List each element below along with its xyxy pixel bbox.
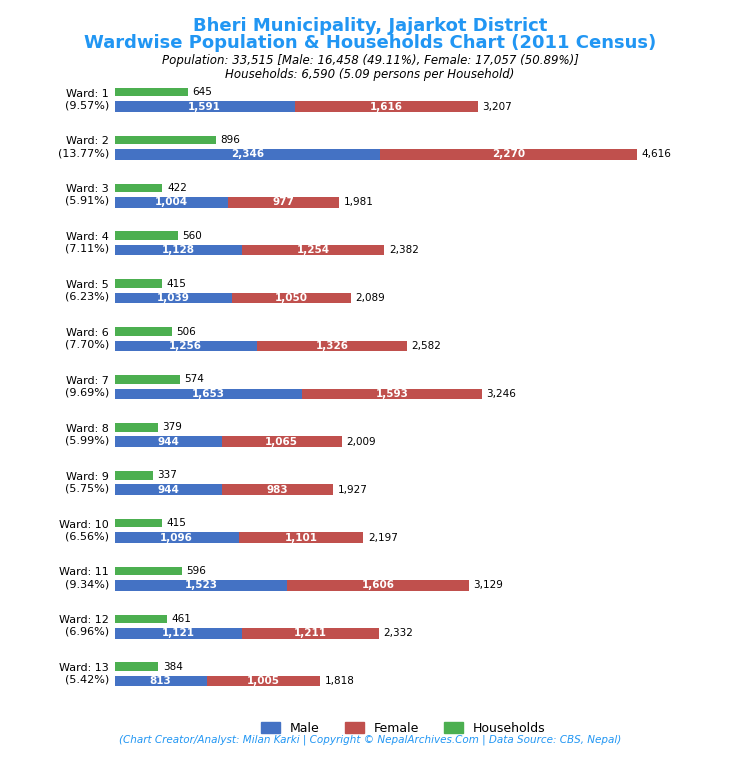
Text: 944: 944: [157, 437, 179, 447]
Text: 1,591: 1,591: [188, 101, 221, 111]
Text: Population: 33,515 [Male: 16,458 (49.11%), Female: 17,057 (50.89%)]: Population: 33,515 [Male: 16,458 (49.11%…: [161, 54, 579, 67]
Text: 461: 461: [172, 614, 191, 624]
Bar: [115, 245, 243, 256]
Bar: [115, 676, 206, 687]
Text: 1,128: 1,128: [162, 245, 195, 255]
Text: 1,653: 1,653: [192, 389, 225, 399]
Text: 3,207: 3,207: [482, 101, 512, 111]
Bar: [115, 663, 158, 671]
Bar: [232, 293, 351, 303]
Text: 3,246: 3,246: [487, 389, 517, 399]
Bar: [302, 389, 482, 399]
Text: 1,065: 1,065: [266, 437, 298, 447]
Bar: [380, 149, 637, 160]
Text: 2,197: 2,197: [368, 532, 398, 542]
Text: Wardwise Population & Households Chart (2011 Census): Wardwise Population & Households Chart (…: [84, 34, 656, 51]
Bar: [115, 231, 178, 240]
Bar: [115, 580, 287, 591]
Text: 596: 596: [186, 566, 206, 576]
Bar: [115, 136, 216, 144]
Bar: [206, 676, 320, 687]
Bar: [115, 532, 239, 543]
Text: 379: 379: [162, 422, 182, 432]
Text: 1,050: 1,050: [275, 293, 308, 303]
Bar: [115, 389, 302, 399]
Text: 1,121: 1,121: [161, 628, 195, 638]
Text: 645: 645: [192, 87, 212, 97]
Text: 422: 422: [167, 183, 187, 193]
Text: 2,582: 2,582: [411, 341, 441, 351]
Bar: [115, 101, 295, 112]
Text: 2,089: 2,089: [356, 293, 386, 303]
Bar: [241, 628, 379, 638]
Bar: [115, 485, 221, 495]
Legend: Male, Female, Households: Male, Female, Households: [256, 717, 551, 740]
Bar: [115, 423, 158, 432]
Bar: [115, 88, 188, 97]
Text: 1,096: 1,096: [161, 532, 193, 542]
Bar: [239, 532, 363, 543]
Text: 1,326: 1,326: [315, 341, 349, 351]
Bar: [115, 149, 380, 160]
Text: 1,616: 1,616: [370, 101, 403, 111]
Text: 4,616: 4,616: [642, 150, 671, 160]
Text: 1,593: 1,593: [375, 389, 408, 399]
Text: 1,818: 1,818: [325, 676, 355, 686]
Bar: [115, 471, 153, 479]
Text: 2,009: 2,009: [346, 437, 376, 447]
Text: 1,211: 1,211: [294, 628, 326, 638]
Text: 1,981: 1,981: [343, 197, 373, 207]
Text: 896: 896: [221, 135, 240, 145]
Bar: [287, 580, 469, 591]
Text: 1,927: 1,927: [337, 485, 367, 495]
Text: 1,039: 1,039: [157, 293, 190, 303]
Text: 384: 384: [163, 662, 183, 672]
Bar: [115, 184, 163, 192]
Text: 1,005: 1,005: [247, 676, 280, 686]
Text: 415: 415: [166, 279, 186, 289]
Bar: [295, 101, 477, 112]
Text: 1,254: 1,254: [297, 245, 330, 255]
Bar: [115, 614, 167, 623]
Text: 944: 944: [157, 485, 179, 495]
Bar: [115, 327, 172, 336]
Text: 813: 813: [149, 676, 172, 686]
Text: 1,523: 1,523: [184, 581, 218, 591]
Bar: [243, 245, 384, 256]
Bar: [115, 341, 257, 351]
Text: Households: 6,590 (5.09 persons per Household): Households: 6,590 (5.09 persons per Hous…: [225, 68, 515, 81]
Bar: [229, 197, 339, 207]
Text: 560: 560: [183, 231, 202, 241]
Text: 1,606: 1,606: [361, 581, 394, 591]
Bar: [115, 280, 161, 288]
Bar: [115, 436, 221, 447]
Text: 2,270: 2,270: [492, 150, 525, 160]
Bar: [115, 375, 180, 384]
Text: 574: 574: [184, 375, 204, 385]
Text: 415: 415: [166, 518, 186, 528]
Text: 2,346: 2,346: [231, 150, 264, 160]
Text: 2,382: 2,382: [388, 245, 419, 255]
Bar: [115, 567, 182, 575]
Text: 2,332: 2,332: [383, 628, 413, 638]
Text: 337: 337: [158, 470, 178, 480]
Bar: [115, 197, 229, 207]
Text: 1,101: 1,101: [285, 532, 317, 542]
Text: 506: 506: [177, 326, 196, 336]
Bar: [115, 628, 241, 638]
Text: 1,004: 1,004: [155, 197, 188, 207]
Text: 1,256: 1,256: [169, 341, 202, 351]
Text: (Chart Creator/Analyst: Milan Karki | Copyright © NepalArchives.Com | Data Sourc: (Chart Creator/Analyst: Milan Karki | Co…: [119, 734, 621, 745]
Bar: [115, 293, 232, 303]
Bar: [221, 485, 333, 495]
Bar: [257, 341, 407, 351]
Bar: [221, 436, 342, 447]
Text: Bheri Municipality, Jajarkot District: Bheri Municipality, Jajarkot District: [193, 17, 547, 35]
Text: 3,129: 3,129: [474, 581, 503, 591]
Text: 983: 983: [266, 485, 288, 495]
Bar: [115, 519, 161, 528]
Text: 977: 977: [272, 197, 295, 207]
